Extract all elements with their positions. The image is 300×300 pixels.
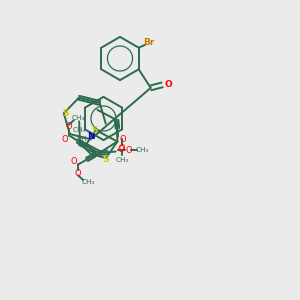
Text: CH₃: CH₃ [72, 115, 86, 121]
Text: O: O [165, 80, 172, 89]
Text: N: N [87, 132, 94, 141]
Text: O: O [118, 144, 125, 153]
Text: O: O [70, 157, 77, 166]
Text: CH₃: CH₃ [136, 147, 149, 153]
Text: O: O [126, 146, 132, 154]
Text: CH₃: CH₃ [73, 127, 86, 133]
Text: O: O [120, 135, 127, 144]
Text: O: O [65, 122, 72, 131]
Text: S: S [103, 155, 109, 164]
Text: O: O [117, 145, 124, 154]
Text: S: S [91, 126, 98, 135]
Text: CH₃: CH₃ [81, 179, 95, 185]
Text: O: O [61, 135, 68, 144]
Text: S: S [62, 109, 69, 118]
Text: O: O [75, 169, 81, 178]
Text: CH₃: CH₃ [76, 136, 90, 142]
Text: CH₃: CH₃ [115, 157, 129, 163]
Text: Br: Br [143, 38, 155, 47]
